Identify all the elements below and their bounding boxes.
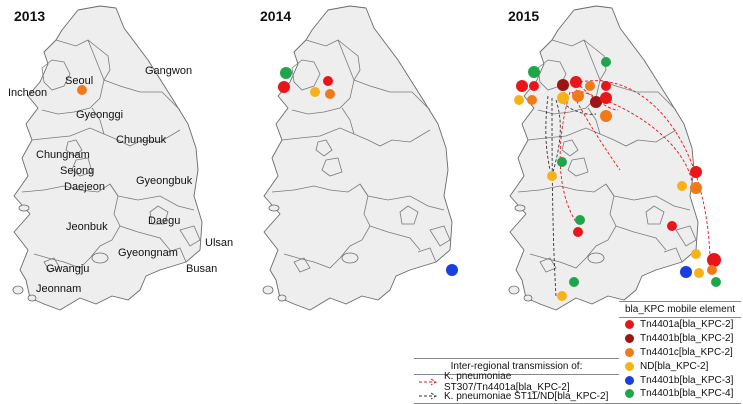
dashed-arrow-icon: [419, 378, 437, 386]
year-label-2015: 2015: [508, 8, 539, 24]
legend-item: ND[bla_KPC-2]: [619, 359, 741, 373]
mobile-element-legend: bla_KPC mobile element Tn4401a[bla_KPC-2…: [619, 301, 741, 404]
map-2013: 2013 Seoul Incheon Gyeonggi Gangwon Chun…: [8, 5, 233, 311]
legend-label: Tn4401b[bla_KPC-2]: [640, 333, 734, 345]
legend-swatch: [625, 361, 634, 371]
case-marker: [516, 80, 528, 92]
legend-swatch: [625, 320, 634, 330]
case-marker: [557, 291, 567, 301]
legend-swatch: [625, 389, 634, 399]
case-marker: [573, 227, 583, 237]
case-marker: [691, 249, 701, 259]
case-marker: [600, 110, 612, 122]
legend-label: Tn4401a[bla_KPC-2]: [640, 319, 734, 331]
region-label-daejeon: Daejeon: [64, 181, 105, 193]
case-marker: [667, 221, 677, 231]
legend-item: Tn4401b[bla_KPC-3]: [619, 373, 741, 387]
legend-label: ND[bla_KPC-2]: [640, 360, 709, 372]
region-label-seoul: Seoul: [65, 75, 93, 87]
region-label-gwangju: Gwangju: [46, 263, 89, 275]
legend-item: Tn4401b[bla_KPC-4]: [619, 387, 741, 401]
case-marker: [707, 265, 717, 275]
region-label-chungnam: Chungnam: [36, 149, 90, 161]
region-label-gyeonggi: Gyeonggi: [76, 109, 123, 121]
case-marker: [325, 89, 335, 99]
korea-outline-2014: [262, 5, 453, 311]
case-marker: [575, 215, 585, 225]
legend-item: Tn4401a[bla_KPC-2]: [619, 318, 741, 332]
case-marker: [557, 79, 569, 91]
region-label-sejong: Sejong: [60, 165, 94, 177]
year-label-2014: 2014: [260, 8, 291, 24]
case-marker: [278, 81, 290, 93]
legend-label: Tn4401c[bla_KPC-2]: [640, 346, 733, 358]
case-marker: [690, 182, 702, 194]
legend-item: Tn4401b[bla_KPC-2]: [619, 332, 741, 346]
region-label-jeonbuk: Jeonbuk: [66, 221, 108, 233]
case-marker: [600, 92, 612, 104]
transmission-st11-arrows: [545, 95, 597, 297]
transmission-legend-label: K. pneumoniae ST307/Tn4401a[bla_KPC-2]: [444, 371, 570, 393]
legend-swatch: [625, 334, 634, 344]
legend-swatch: [625, 347, 634, 357]
case-marker: [694, 268, 704, 278]
case-marker: [310, 87, 320, 97]
case-marker: [323, 76, 333, 86]
map-2015: 2015: [508, 5, 721, 311]
case-marker: [569, 277, 579, 287]
case-marker: [77, 85, 87, 95]
map-2014: 2014: [260, 5, 458, 311]
case-marker: [557, 92, 569, 104]
case-marker: [528, 66, 540, 78]
legend-label: Tn4401b[bla_KPC-4]: [640, 388, 734, 400]
region-label-busan: Busan: [186, 263, 217, 275]
case-marker: [690, 166, 702, 178]
case-marker: [677, 181, 687, 191]
case-marker: [572, 90, 584, 102]
case-marker: [527, 95, 537, 105]
legend-rows: Tn4401a[bla_KPC-2] Tn4401b[bla_KPC-2] Tn44…: [619, 318, 741, 401]
case-marker: [601, 81, 611, 91]
case-marker: [514, 95, 524, 105]
case-marker: [707, 253, 721, 267]
region-label-gangwon: Gangwon: [145, 65, 192, 77]
transmission-legend-rows: K. pneumoniae ST307/Tn4401a[bla_KPC-2] K.…: [414, 371, 619, 403]
case-marker: [280, 67, 292, 79]
region-label-gyeongbuk: Gyeongbuk: [136, 175, 193, 187]
case-marker: [590, 96, 602, 108]
region-label-incheon: Incheon: [8, 87, 47, 99]
case-marker: [711, 277, 721, 287]
dashed-arrow-icon: [419, 392, 437, 400]
transmission-legend: Inter-regional transmission of: K. pneum…: [414, 358, 619, 404]
year-label-2013: 2013: [14, 8, 45, 24]
case-marker: [557, 157, 567, 167]
legend-item: Tn4401c[bla_KPC-2]: [619, 346, 741, 360]
transmission-legend-item: K. pneumoniae ST11/ND[bla_KPC-2]: [414, 389, 619, 403]
transmission-legend-title: Inter-regional transmission of:: [414, 358, 619, 375]
legend-title: bla_KPC mobile element: [619, 301, 741, 318]
region-label-gyeongnam: Gyeongnam: [118, 247, 178, 259]
case-marker: [529, 81, 539, 91]
case-marker: [680, 266, 692, 278]
case-marker: [570, 76, 582, 88]
legend-label: Tn4401b[bla_KPC-3]: [640, 374, 734, 386]
transmission-legend-item: K. pneumoniae ST307/Tn4401a[bla_KPC-2]: [414, 371, 619, 393]
legend-swatch: [625, 375, 634, 385]
case-marker: [585, 81, 595, 91]
region-label-jeonnam: Jeonnam: [36, 283, 81, 295]
transmission-legend-label: K. pneumoniae ST11/ND[bla_KPC-2]: [444, 390, 609, 402]
case-marker: [601, 57, 611, 67]
korea-outline-2015: [508, 5, 699, 311]
region-label-chungbuk: Chungbuk: [116, 134, 167, 146]
case-marker: [547, 171, 557, 181]
case-marker: [446, 264, 458, 276]
region-label-daegu: Daegu: [148, 215, 180, 227]
region-label-ulsan: Ulsan: [205, 237, 233, 249]
